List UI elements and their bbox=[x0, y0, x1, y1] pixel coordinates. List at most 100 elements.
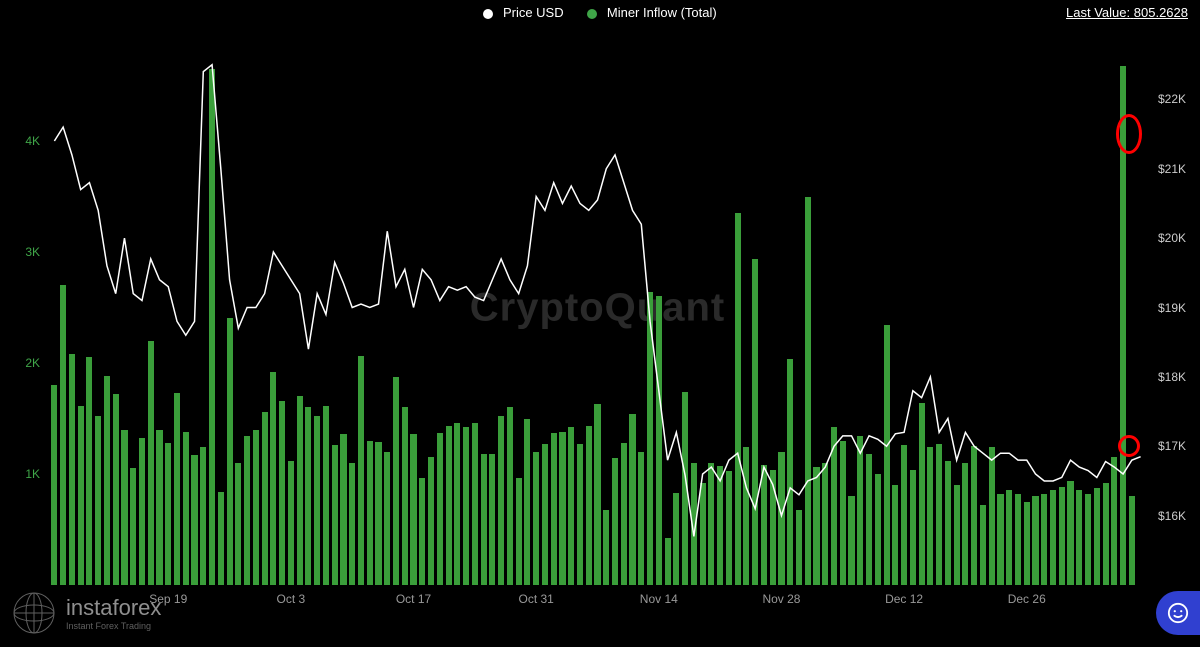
bar bbox=[1041, 494, 1047, 585]
last-value-number: 805.2628 bbox=[1134, 5, 1188, 20]
bar bbox=[568, 427, 574, 585]
bar bbox=[227, 318, 233, 586]
bar bbox=[989, 447, 995, 585]
bar bbox=[629, 414, 635, 585]
bar bbox=[446, 426, 452, 585]
bar bbox=[235, 463, 241, 585]
last-value-link[interactable]: Last Value: 805.2628 bbox=[1066, 5, 1188, 20]
bar bbox=[349, 463, 355, 585]
x-tick: Oct 31 bbox=[518, 592, 553, 606]
bar bbox=[1103, 483, 1109, 585]
bar bbox=[314, 416, 320, 585]
bar bbox=[174, 393, 180, 585]
bar bbox=[86, 357, 92, 585]
bar bbox=[533, 452, 539, 585]
bar bbox=[559, 432, 565, 585]
bar bbox=[927, 447, 933, 585]
bar bbox=[1094, 488, 1100, 585]
bar bbox=[113, 394, 119, 585]
instaforex-logo: instaforex Instant Forex Trading bbox=[10, 589, 161, 637]
bar bbox=[323, 406, 329, 585]
bar bbox=[1050, 490, 1056, 585]
bar bbox=[156, 430, 162, 585]
chat-button[interactable] bbox=[1156, 591, 1200, 635]
bar bbox=[165, 443, 171, 585]
bar bbox=[270, 372, 276, 585]
bar bbox=[770, 470, 776, 585]
chart-legend: Price USD Miner Inflow (Total) bbox=[0, 5, 1200, 20]
y-axis-right: $16K$17K$18K$19K$20K$21K$22K bbox=[1150, 30, 1200, 585]
y-tick-left: 1K bbox=[25, 467, 40, 481]
bar bbox=[936, 444, 942, 585]
bar bbox=[305, 407, 311, 585]
y-tick-right: $22K bbox=[1158, 92, 1186, 106]
y-tick-right: $21K bbox=[1158, 162, 1186, 176]
bar bbox=[1111, 457, 1117, 585]
last-value-prefix: Last Value: bbox=[1066, 5, 1130, 20]
bar bbox=[717, 466, 723, 585]
bar bbox=[980, 505, 986, 585]
bar bbox=[384, 452, 390, 585]
legend-label-inflow: Miner Inflow (Total) bbox=[607, 5, 717, 20]
bar bbox=[866, 454, 872, 585]
bar bbox=[831, 427, 837, 585]
bar bbox=[542, 444, 548, 585]
x-tick: Oct 17 bbox=[396, 592, 431, 606]
bar bbox=[209, 69, 215, 585]
bar bbox=[69, 354, 75, 585]
bar bbox=[200, 447, 206, 585]
bar bbox=[524, 419, 530, 586]
bar bbox=[1059, 487, 1065, 585]
y-tick-right: $16K bbox=[1158, 509, 1186, 523]
bar bbox=[682, 392, 688, 585]
bar bbox=[1006, 490, 1012, 585]
bar bbox=[358, 356, 364, 585]
bar bbox=[279, 401, 285, 585]
y-tick-right: $20K bbox=[1158, 231, 1186, 245]
bar bbox=[954, 485, 960, 585]
bars-layer bbox=[50, 30, 1145, 585]
bar bbox=[130, 468, 136, 585]
x-tick: Nov 28 bbox=[762, 592, 800, 606]
y-axis-left: 1K 2K 3K 4K bbox=[0, 30, 48, 585]
bar bbox=[735, 213, 741, 585]
bar bbox=[183, 432, 189, 585]
y-tick-right: $19K bbox=[1158, 301, 1186, 315]
bar bbox=[1024, 502, 1030, 585]
legend-item-price: Price USD bbox=[483, 5, 563, 20]
bar bbox=[1120, 66, 1126, 585]
bar bbox=[594, 404, 600, 585]
bar bbox=[472, 423, 478, 585]
bar bbox=[848, 496, 854, 585]
bar bbox=[481, 454, 487, 585]
y-tick-left: 2K bbox=[25, 356, 40, 370]
bar bbox=[104, 376, 110, 585]
bar bbox=[743, 447, 749, 585]
plot-area[interactable]: CryptoQuant bbox=[50, 30, 1145, 585]
bar bbox=[805, 197, 811, 586]
bar bbox=[726, 471, 732, 585]
bar bbox=[375, 442, 381, 585]
y-tick-left: 4K bbox=[25, 134, 40, 148]
x-tick: Dec 26 bbox=[1008, 592, 1046, 606]
bar bbox=[463, 427, 469, 585]
bar bbox=[428, 457, 434, 585]
bar bbox=[700, 483, 706, 585]
x-tick: Dec 12 bbox=[885, 592, 923, 606]
bar bbox=[997, 494, 1003, 585]
bar bbox=[288, 461, 294, 585]
bar bbox=[551, 433, 557, 585]
logo-sub: Instant Forex Trading bbox=[66, 621, 161, 631]
bar bbox=[489, 454, 495, 585]
y-tick-left: 3K bbox=[25, 245, 40, 259]
chart-container: Price USD Miner Inflow (Total) Last Valu… bbox=[0, 0, 1200, 647]
instaforex-globe-icon bbox=[10, 589, 58, 637]
bar bbox=[253, 430, 259, 585]
bar bbox=[778, 452, 784, 585]
bar bbox=[262, 412, 268, 585]
bar bbox=[454, 423, 460, 585]
bar bbox=[297, 396, 303, 585]
bar bbox=[787, 359, 793, 585]
bar bbox=[813, 467, 819, 585]
bar bbox=[638, 452, 644, 585]
